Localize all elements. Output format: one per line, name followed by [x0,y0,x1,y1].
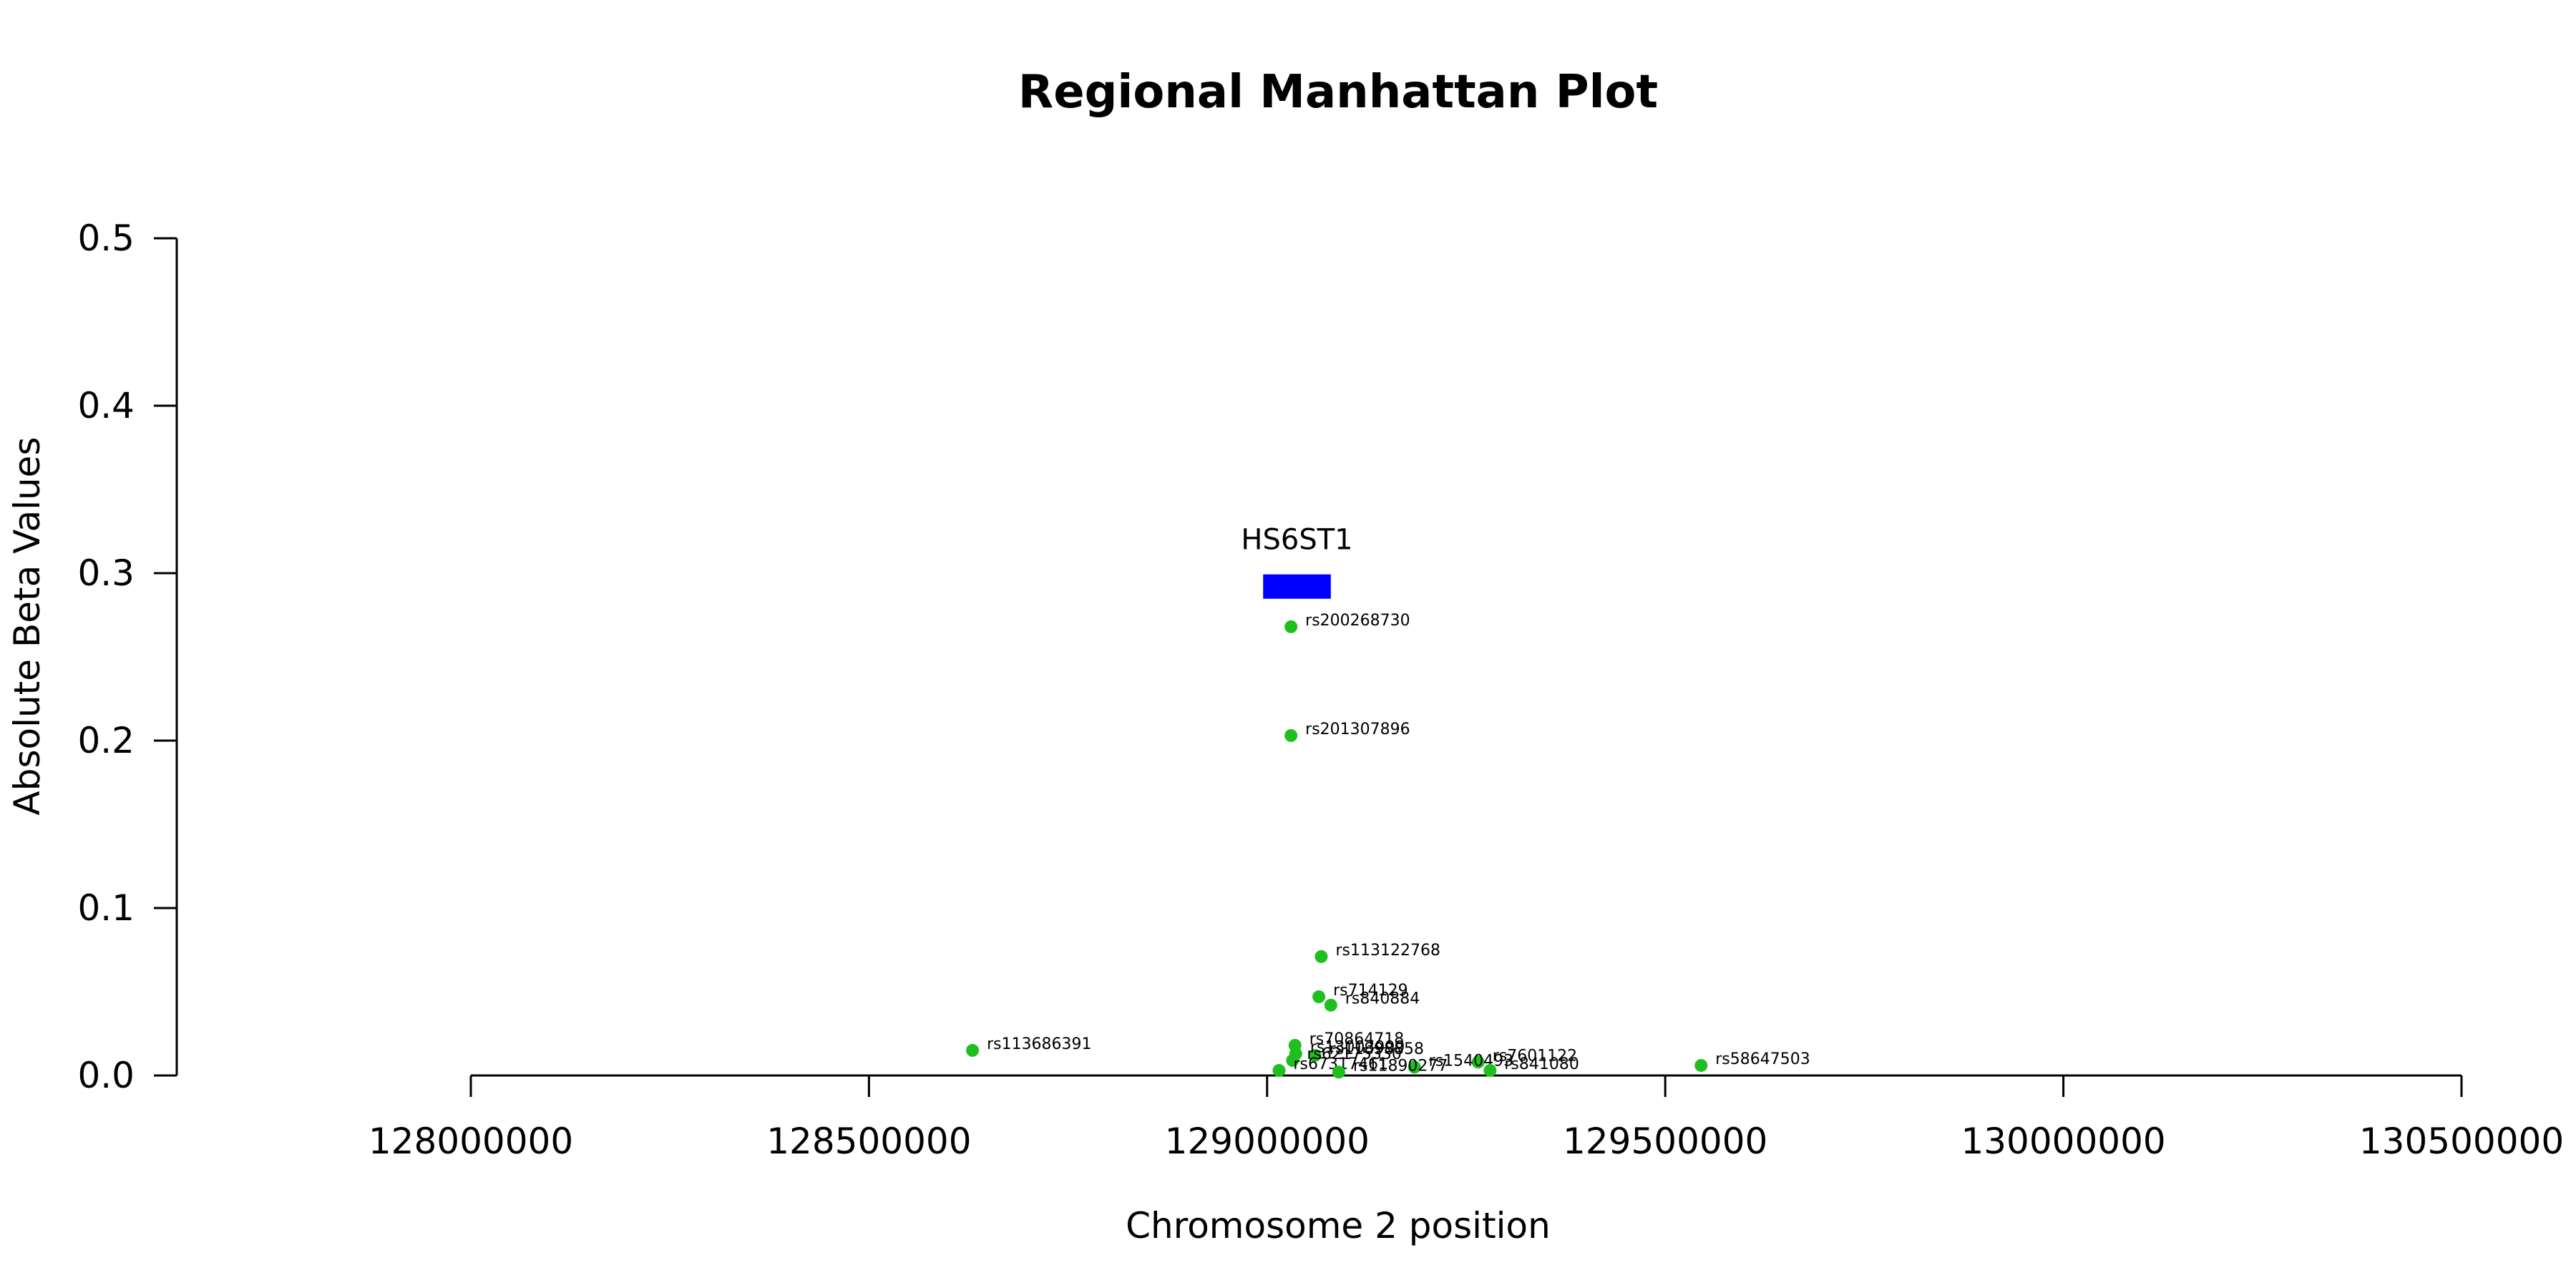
snp-label: rs840884 [1345,990,1420,1008]
snp-point [1284,728,1298,742]
snp-label: rs11890277 [1353,1057,1448,1075]
x-tick-label: 128500000 [766,1121,971,1162]
snp-point [1314,950,1328,963]
gene-label: HS6ST1 [1241,524,1352,557]
x-tick-label: 130000000 [1961,1121,2165,1162]
snp-label: rs11898858 [1330,1040,1424,1058]
snp-label: rs201307896 [1305,721,1410,738]
y-tick-label: 0.4 [77,385,135,426]
snp-points: rs200268730 rs201307896 rs113122768 rs71412… [966,612,1810,1079]
snp-label: rs70864718 [1309,1030,1404,1048]
snp-label: rs200268730 [1305,612,1410,630]
snp-point [1284,620,1298,633]
gene-bar [1263,574,1331,599]
snp-point [1332,1065,1345,1079]
snp-point [1694,1058,1708,1072]
snp-point [1312,990,1326,1004]
y-axis-ticks: 0.0 0.1 0.2 0.3 0.4 0.5 [77,218,177,1096]
snp-label: rs13003999 [1310,1039,1405,1057]
snp-point [1483,1063,1497,1077]
y-axis-label: Absolute Beta Values [6,437,48,816]
snp-label: rs1540493 [1429,1052,1514,1070]
snp-point [1286,1053,1299,1067]
gene-track: HS6ST1 [1241,524,1353,599]
snp-point [1308,1048,1322,1062]
snp-point [1407,1060,1421,1074]
y-tick-label: 0.1 [77,887,135,929]
snp-point [966,1043,980,1057]
snp-label: rs841080 [1504,1055,1579,1073]
x-axis-ticks: 128000000 128500000 129000000 129500000 1300… [369,1075,2564,1162]
snp-point [1324,998,1337,1012]
snp-label: rs714129 [1333,982,1408,1000]
y-tick-label: 0.0 [77,1055,135,1096]
x-axis-label: Chromosome 2 position [1126,1205,1551,1246]
snp-label: rs58647503 [1715,1050,1810,1068]
snp-point [1272,1063,1286,1077]
y-tick-label: 0.5 [77,218,135,259]
x-tick-label: 129500000 [1563,1121,1767,1162]
y-tick-label: 0.3 [77,552,135,594]
snp-label: rs113686391 [987,1035,1091,1053]
x-tick-label: 130500000 [2359,1121,2564,1162]
x-tick-label: 129000000 [1165,1121,1370,1162]
snp-label: rs62175330 [1307,1045,1401,1063]
snp-label: rs7601122 [1493,1047,1578,1065]
snp-point [1471,1055,1485,1069]
snp-label: rs113122768 [1335,942,1440,960]
chart-title: Regional Manhattan Plot [1018,66,1658,119]
x-tick-label: 128000000 [369,1121,573,1162]
y-tick-label: 0.2 [77,720,135,761]
